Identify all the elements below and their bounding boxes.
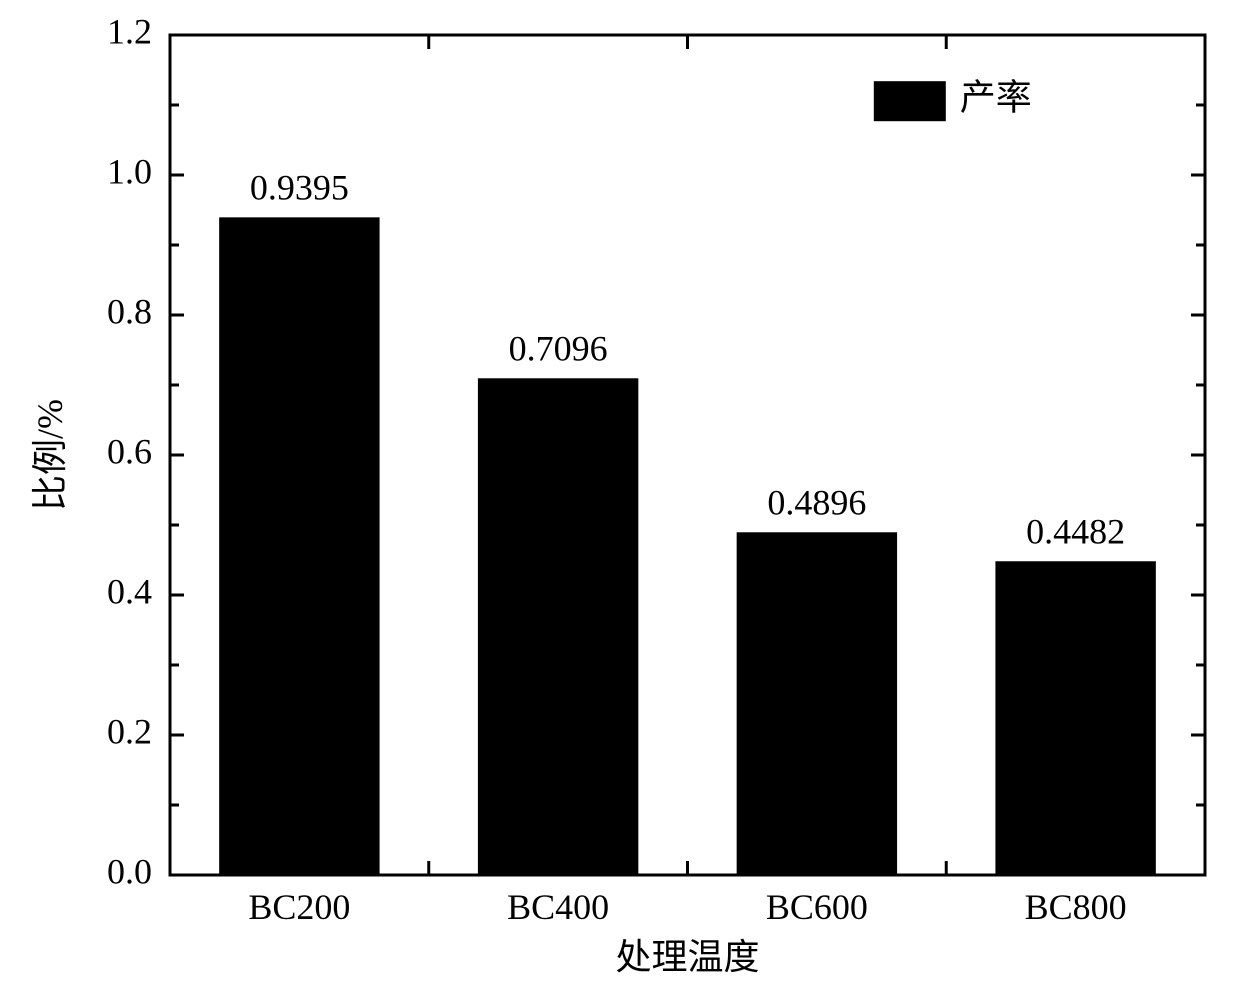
chart-svg: 0.0 0.2 0.4 0.6 0.8 1.0 1.2 0.9395 BC200 0.7096 BC… (0, 0, 1240, 984)
bar (478, 378, 638, 875)
y-tick-label: 1.0 (107, 151, 152, 191)
y-tick-label: 1.2 (107, 11, 152, 51)
bar-value-label: 0.9395 (250, 167, 349, 207)
y-axis-label: 比例/% (30, 399, 70, 511)
bar-value-label: 0.7096 (509, 328, 608, 368)
y-tick-label: 0.6 (107, 431, 152, 471)
x-category-label: BC800 (1025, 887, 1127, 927)
x-category-label: BC600 (766, 887, 868, 927)
y-tick-label: 0.2 (107, 711, 152, 751)
y-tick-label: 0.4 (107, 571, 152, 611)
y-tick-label: 0.8 (107, 291, 152, 331)
x-axis-label: 处理温度 (615, 937, 759, 977)
x-category-label: BC400 (507, 887, 609, 927)
bar (737, 532, 897, 875)
bar-value-label: 0.4482 (1026, 511, 1125, 551)
bar (219, 217, 379, 875)
y-tick-label: 0.0 (107, 851, 152, 891)
legend-swatch (874, 81, 946, 121)
legend-label: 产率 (960, 77, 1032, 117)
bar-chart: 0.0 0.2 0.4 0.6 0.8 1.0 1.2 0.9395 BC200 0.7096 BC… (0, 0, 1240, 984)
x-category-label: BC200 (248, 887, 350, 927)
bar-value-label: 0.4896 (767, 482, 866, 522)
bar (995, 561, 1155, 875)
